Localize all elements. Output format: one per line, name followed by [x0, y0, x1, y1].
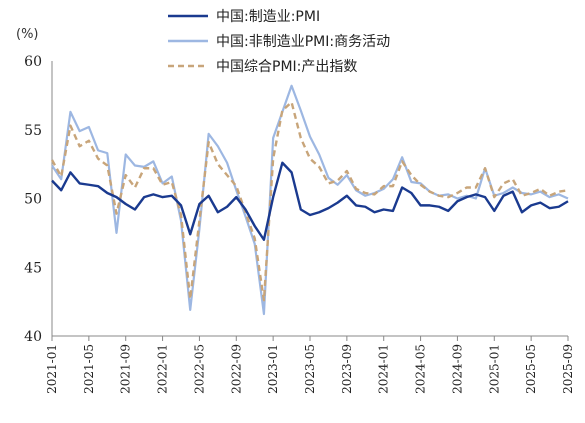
- legend-label-2: 中国:非制造业PMI:商务活动: [216, 34, 390, 50]
- legend-label-1: 中国:制造业:PMI: [216, 9, 320, 25]
- y-tick-label: 50: [24, 192, 42, 208]
- axes: [51, 61, 569, 341]
- x-axis-tick-labels: 2021-01 2021-05 2021-09 2022-01 2022-05 2022-…: [45, 344, 575, 394]
- x-tick-label: 2023-01: [266, 344, 280, 394]
- x-tick-label: 2021-05: [82, 344, 96, 394]
- y-axis-unit-label: (%): [16, 27, 39, 42]
- y-tick-label: 45: [24, 260, 42, 276]
- x-tick-label: 2022-05: [192, 344, 206, 394]
- x-tick-label: 2021-09: [119, 344, 133, 394]
- legend-label-3: 中国综合PMI:产出指数: [216, 59, 357, 75]
- y-tick-label: 55: [24, 123, 42, 139]
- x-tick-label: 2022-01: [156, 344, 170, 394]
- series-lines: [50, 84, 569, 316]
- x-tick-label: 2025-09: [561, 344, 575, 394]
- y-tick-label: 60: [24, 54, 42, 70]
- x-tick-label: 2025-01: [487, 344, 501, 394]
- y-tick-label: 40: [24, 329, 42, 345]
- series-line-2: [51, 84, 569, 316]
- x-tick-label: 2023-09: [340, 344, 354, 394]
- x-tick-label: 2023-05: [303, 344, 317, 394]
- x-tick-label: 2021-01: [45, 344, 59, 394]
- y-axis-tick-labels: 40 45 50 55 60: [24, 54, 42, 345]
- x-tick-label: 2024-09: [450, 344, 464, 394]
- series-line-3: [50, 101, 569, 302]
- x-tick-label: 2024-01: [377, 344, 391, 394]
- x-tick-label: 2025-05: [524, 344, 538, 394]
- x-tick-label: 2022-09: [229, 344, 243, 394]
- series-line-1: [51, 161, 569, 241]
- x-tick-label: 2024-05: [414, 344, 428, 394]
